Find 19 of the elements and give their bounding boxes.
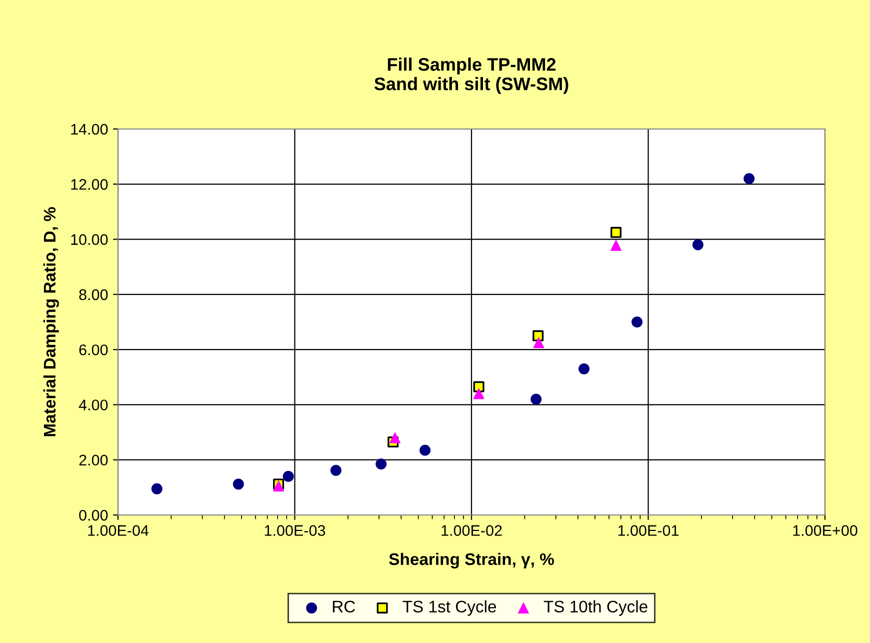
legend-label: TS 1st Cycle bbox=[402, 600, 496, 616]
y-tick-label: 10.00 bbox=[71, 234, 108, 245]
y-tick-label: 4.00 bbox=[78, 400, 108, 410]
y-tick-label: 8.00 bbox=[79, 289, 108, 300]
legend-label: RC bbox=[332, 600, 355, 613]
x-tick-label: 1.00E+00 bbox=[793, 525, 858, 536]
y-tick-label: 6.00 bbox=[79, 344, 108, 356]
legend-label: TS 10th Cycle bbox=[544, 600, 648, 616]
x-tick-label: 1.00E-04 bbox=[88, 525, 149, 536]
x-tick-label: 1.00E-03 bbox=[264, 525, 326, 536]
chart-title: Fill Sample TP-MM2 Sand with silt (SW-SM) bbox=[374, 58, 568, 94]
y-tick-label: 2.00 bbox=[79, 454, 108, 466]
x-axis-title: Shearing Strain, γ, % bbox=[389, 552, 554, 568]
y-tick-label: 14.00 bbox=[71, 124, 108, 135]
x-tick-label: 1.00E-02 bbox=[442, 525, 502, 536]
x-tick-label: 1.00E-01 bbox=[618, 525, 679, 536]
y-axis-title: Material Damping Ratio, D, % bbox=[43, 207, 59, 436]
y-tick-label: 12.00 bbox=[71, 179, 108, 190]
y-tick-label: 0.00 bbox=[79, 510, 108, 521]
